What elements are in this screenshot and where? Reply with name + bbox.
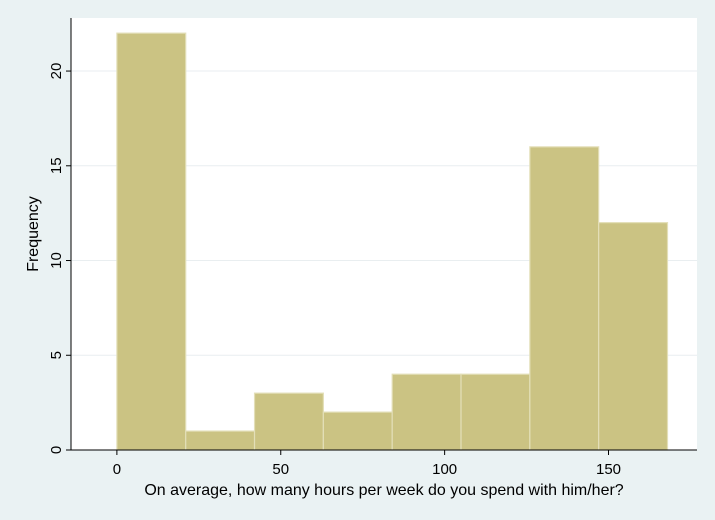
histogram-bar-1: [185, 430, 256, 451]
x-axis-label: On average, how many hours per week do y…: [144, 482, 623, 499]
y-axis-label: Frequency: [25, 196, 42, 272]
y-tick-label-4: 20: [48, 63, 65, 80]
y-tick-label-0: 0: [48, 446, 65, 454]
x-tick-label-3: 150: [596, 461, 621, 478]
axes: 0 5 10 15 20 0 50 100 150: [48, 18, 697, 478]
histogram-bar-0: [116, 32, 187, 451]
bars: [116, 32, 669, 451]
x-tick-label-0: 0: [113, 461, 121, 478]
histogram-bar-5: [460, 373, 531, 451]
histogram-bar-3: [322, 411, 393, 451]
x-tick-label-2: 100: [432, 461, 457, 478]
x-tick-label-1: 50: [272, 461, 289, 478]
y-tick-label-1: 5: [48, 351, 65, 359]
histogram-bar-2: [253, 392, 324, 451]
y-tick-label-3: 15: [48, 157, 65, 174]
y-tick-label-2: 10: [48, 252, 65, 269]
histogram-bar-6: [529, 146, 600, 451]
histogram-bar-7: [598, 222, 669, 451]
histogram-bar-4: [391, 373, 462, 451]
